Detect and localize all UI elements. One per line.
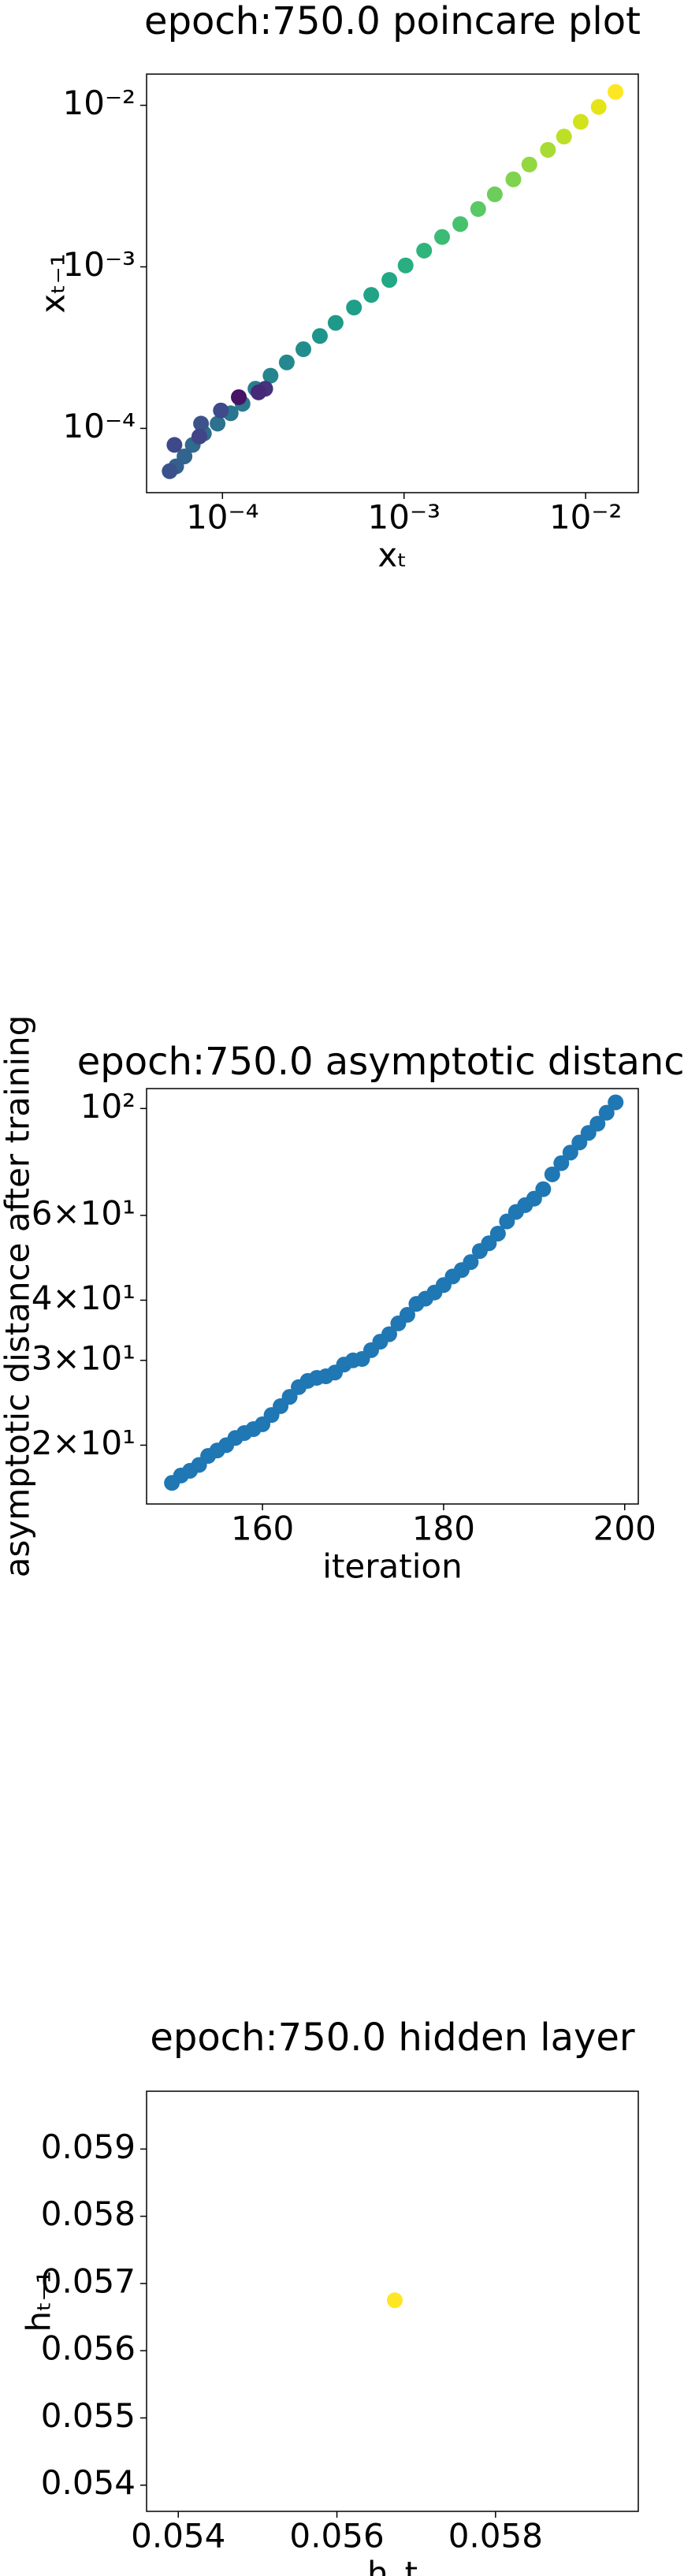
point [213,402,229,419]
point [191,428,207,445]
point [535,1181,552,1197]
y-tick-label: 0.058 [41,2194,136,2233]
y-tick-label: 0.054 [41,2463,136,2502]
point [434,229,451,245]
point [262,367,279,384]
y-tick-label: 10⁻³ [63,245,136,284]
point [162,463,178,479]
point [231,389,247,405]
point [544,1166,560,1182]
x-tick-label: 0.054 [131,2517,225,2556]
chart-title: epoch:750.0 hidden layer [150,2016,635,2060]
point [416,242,433,259]
x-tick-label: 180 [412,1509,475,1548]
x-tick-label: 200 [593,1509,656,1548]
y-axis-label: xₜ₋₁ [34,253,72,313]
x-tick-label: 10⁻² [549,498,622,537]
point [572,114,589,130]
y-tick-label: 10⁻² [63,84,136,122]
point [381,1326,397,1342]
point [452,216,469,233]
x-tick-label: 10⁻⁴ [186,498,258,537]
x-axis-label: h_t [367,2555,418,2576]
x-tick-label: 0.056 [289,2517,384,2556]
point [210,415,226,432]
chart-title: epoch:750.0 poincare plot [144,0,641,43]
y-axis-label: asymptotic distance after training [0,1015,37,1578]
y-tick-label: 2×10¹ [32,1424,136,1462]
point [463,1254,479,1271]
point [521,156,537,173]
point [278,354,295,370]
x-tick-label: 160 [231,1509,294,1548]
point [363,287,380,303]
y-axis-label: hₜ₋₁ [20,2270,58,2332]
point [381,272,398,288]
point [505,171,522,188]
x-tick-label: 10⁻³ [368,498,441,537]
point [553,1155,570,1171]
point [397,257,414,274]
point [295,341,311,358]
plot-frame [146,73,639,493]
x-axis-label: xₜ [377,536,407,575]
x-axis-label: iteration [322,1547,462,1586]
point [470,201,486,218]
y-tick-label: 10⁻⁴ [63,407,136,445]
y-tick-label: 0.059 [41,2127,136,2166]
x-tick-label: 0.058 [448,2517,543,2556]
point [489,1225,506,1241]
point [590,99,607,115]
point [251,384,267,400]
y-tick-label: 0.055 [41,2396,136,2435]
y-tick-label: 4×10¹ [32,1279,136,1317]
point [327,315,344,331]
point [608,1094,624,1111]
point [166,437,183,453]
y-tick-label: 0.056 [41,2329,136,2368]
point [486,186,503,203]
point [346,300,362,316]
point [608,84,624,100]
y-tick-label: 0.057 [41,2261,136,2300]
point [193,415,210,432]
point [399,1307,415,1323]
point [562,1145,578,1161]
point [311,328,328,344]
point [387,2292,403,2309]
y-tick-label: 3×10¹ [32,1338,136,1377]
point [556,128,572,145]
y-tick-label: 6×10¹ [32,1193,136,1232]
point [540,142,556,158]
plot-frame [146,2090,639,2512]
point [598,1104,615,1121]
point [589,1115,606,1132]
plot-frame [146,1088,639,1505]
chart-title: epoch:750.0 asymptotic distance [77,1040,684,1084]
y-tick-label: 10² [80,1087,136,1126]
